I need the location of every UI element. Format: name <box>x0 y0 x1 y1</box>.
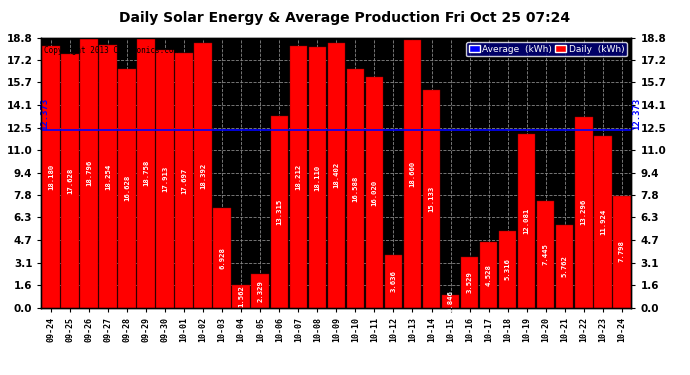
Text: 13.296: 13.296 <box>581 199 586 225</box>
Text: 18.392: 18.392 <box>200 162 206 189</box>
Bar <box>575 117 593 308</box>
Bar <box>42 46 59 308</box>
Text: 17.628: 17.628 <box>67 168 73 194</box>
Bar <box>80 38 98 308</box>
Text: 2.329: 2.329 <box>257 280 264 302</box>
Text: 13.315: 13.315 <box>276 199 282 225</box>
Text: 12.373: 12.373 <box>633 98 642 130</box>
Text: 12.373: 12.373 <box>40 98 49 130</box>
Bar <box>461 257 478 307</box>
Bar <box>613 195 631 308</box>
Text: 1.562: 1.562 <box>238 285 244 307</box>
Bar <box>157 50 174 308</box>
Text: 18.796: 18.796 <box>86 159 92 186</box>
Text: 6.928: 6.928 <box>219 247 225 269</box>
Text: 15.133: 15.133 <box>428 186 435 212</box>
Bar <box>137 38 155 308</box>
Text: 17.913: 17.913 <box>162 166 168 192</box>
Bar <box>308 47 326 308</box>
Bar <box>480 243 497 308</box>
Text: 18.180: 18.180 <box>48 164 54 190</box>
Bar <box>442 296 460 307</box>
Bar <box>537 201 555 308</box>
Text: 18.660: 18.660 <box>409 160 415 187</box>
Bar <box>61 54 79 307</box>
Bar <box>251 274 269 308</box>
Text: Daily Solar Energy & Average Production Fri Oct 25 07:24: Daily Solar Energy & Average Production … <box>119 11 571 25</box>
Text: 16.628: 16.628 <box>124 175 130 201</box>
Bar <box>328 43 345 308</box>
Text: 3.636: 3.636 <box>391 270 397 292</box>
Bar <box>233 285 250 308</box>
Bar <box>270 116 288 308</box>
Bar <box>404 39 422 308</box>
Text: 5.316: 5.316 <box>504 258 511 280</box>
Text: 5.762: 5.762 <box>562 255 568 277</box>
Bar <box>175 53 193 307</box>
Legend: Average  (kWh), Daily  (kWh): Average (kWh), Daily (kWh) <box>466 42 627 56</box>
Bar <box>499 231 516 308</box>
Bar <box>290 46 307 308</box>
Text: 0.846: 0.846 <box>448 291 453 312</box>
Text: 17.697: 17.697 <box>181 167 187 194</box>
Bar <box>556 225 573 308</box>
Text: 18.110: 18.110 <box>315 164 320 190</box>
Text: 18.758: 18.758 <box>143 160 149 186</box>
Bar <box>366 77 383 308</box>
Text: Copyright 2013 Cartronics.com: Copyright 2013 Cartronics.com <box>44 46 179 55</box>
Text: 18.402: 18.402 <box>333 162 339 189</box>
Bar <box>99 45 117 308</box>
Text: 7.798: 7.798 <box>619 241 625 262</box>
Text: 11.924: 11.924 <box>600 209 606 235</box>
Text: 16.020: 16.020 <box>371 179 377 206</box>
Bar <box>118 69 136 308</box>
Text: 7.445: 7.445 <box>543 243 549 265</box>
Bar <box>385 255 402 308</box>
Text: 3.529: 3.529 <box>466 271 473 293</box>
Bar <box>346 69 364 308</box>
Bar <box>594 136 611 308</box>
Bar <box>195 44 212 308</box>
Text: 12.081: 12.081 <box>524 208 530 234</box>
Text: 18.212: 18.212 <box>295 164 302 190</box>
Bar <box>213 208 231 308</box>
Bar <box>423 90 440 308</box>
Text: 16.588: 16.588 <box>353 175 358 201</box>
Text: 18.254: 18.254 <box>105 163 111 189</box>
Bar <box>518 134 535 308</box>
Text: 4.528: 4.528 <box>486 264 491 286</box>
